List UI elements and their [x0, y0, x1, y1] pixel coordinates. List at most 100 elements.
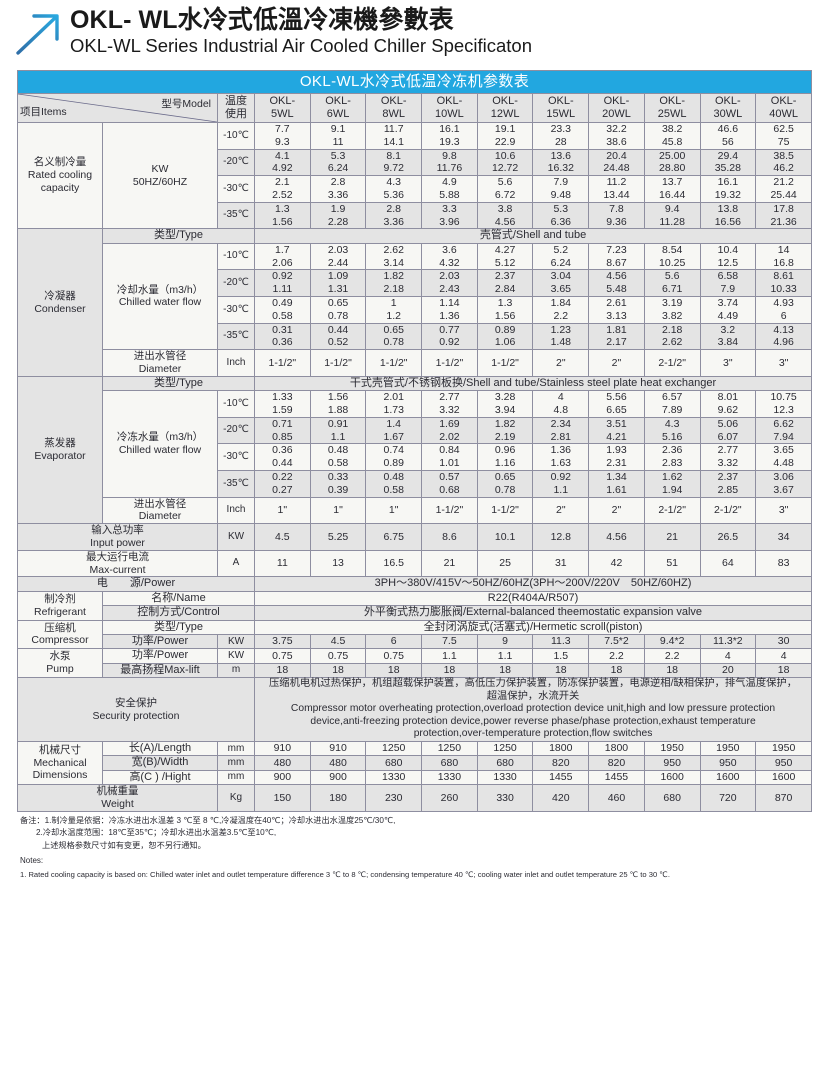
- security-protection-text: 压缩机电机过热保护，机组超载保护装置，高低压力保护装置，防冻保护装置，电源逆相/…: [253, 677, 813, 742]
- model-col-2: OKL- 8WL: [365, 93, 423, 123]
- evaporator-cell: 1.69 2.02: [421, 416, 478, 445]
- compressor-power-cell: 4.5: [309, 633, 367, 650]
- evaporator-cell: 2.01 1.73: [365, 390, 423, 418]
- evaporator-label: 蒸发器 Evaporator: [17, 375, 103, 525]
- condenser-type-row: 冷凝器 Condenser 类型/Type 壳管式/Shell and tube: [17, 228, 813, 377]
- dimension-cell: 1950: [643, 740, 701, 757]
- evaporator-cell: 0.57 0.68: [421, 469, 478, 498]
- input-power-cell: 10.1: [476, 523, 534, 551]
- dimension-cell: 820: [588, 755, 645, 771]
- weight-label: 机械重量 Weight: [17, 784, 218, 812]
- pump-power-cell: 0.75: [365, 648, 423, 664]
- pump-lift-cell: 18: [588, 662, 645, 679]
- evaporator-temp-3: -35℃: [217, 469, 255, 498]
- pump-power-cell: 0.75: [309, 648, 367, 664]
- compressor-power-cell: 7.5: [421, 633, 478, 650]
- rated-row--10: 名义制冷量 Rated cooling capacity KW 50HZ/60H…: [17, 121, 813, 230]
- page-title-en: OKL-WL Series Industrial Air Cooled Chil…: [70, 35, 533, 56]
- note-cn-3: 上述规格参数尺寸如有变更，恕不另行通知。: [42, 841, 206, 851]
- power-supply-label: 电 源/Power: [17, 576, 255, 592]
- input-power-cell: 8.6: [421, 523, 478, 551]
- rated-cell: 1.9 2.28: [309, 201, 367, 230]
- condenser-cell: 8.54 10.25: [643, 242, 701, 271]
- pump-power-label: 功率/Power: [102, 648, 218, 664]
- condenser-temp-1: -20℃: [217, 269, 255, 297]
- weight-cell: 150: [254, 784, 311, 812]
- dimension-cell: 1250: [476, 740, 534, 757]
- dimension-label-width: 宽(B)/Width: [102, 755, 218, 771]
- rated-cell: 10.6 12.72: [476, 148, 534, 177]
- rated-cell: 16.1 19.32: [699, 175, 757, 203]
- pump-lift-cell: 18: [755, 662, 813, 679]
- weight-unit: Kg: [217, 784, 255, 812]
- dimension-row-width: 宽(B)/Width mm 480 480 680 680 680 820 82…: [18, 755, 813, 771]
- condenser-diameter-cell: 1-1/2": [254, 349, 311, 377]
- evaporator-diameter-label: 进出水管径 Diameter: [102, 496, 218, 525]
- condenser-diameter-cell: 2": [588, 349, 645, 377]
- pump-lift-cell: 18: [365, 662, 423, 679]
- dimension-unit-height: mm: [217, 769, 255, 786]
- dimension-cell: 680: [365, 755, 423, 771]
- evaporator-cell: 4.3 5.16: [643, 416, 701, 445]
- evaporator-cell: 0.74 0.89: [365, 443, 423, 471]
- pump-label: 水泵 Pump: [17, 648, 103, 679]
- dimension-unit-length: mm: [217, 740, 255, 757]
- condenser-cell: 3.19 3.82: [643, 295, 701, 324]
- security-text-en-2: device,anti-freezing protection device,p…: [310, 715, 756, 727]
- condenser-cell: 7.23 8.67: [588, 242, 645, 271]
- max-current-cell: 51: [643, 549, 701, 578]
- max-current-cell: 31: [532, 549, 590, 578]
- condenser-cell: 3.04 3.65: [532, 269, 590, 297]
- rated-cell: 9.1 11: [309, 122, 367, 150]
- input-power-cell: 6.75: [365, 523, 423, 551]
- dimension-cell: 1800: [588, 740, 645, 757]
- condenser-cell: 4.93 6: [755, 295, 813, 324]
- rated-row--35: -35℃ 1.3 1.56 1.9 2.28 2.8 3.36 3.3 3.96 3.8…: [18, 201, 813, 230]
- evaporator-diameter-cell: 1": [309, 496, 367, 525]
- evaporator-cell: 2.36 2.83: [643, 443, 701, 471]
- condenser-cell: 4.56 5.48: [588, 269, 645, 297]
- condenser-cell: 0.44 0.52: [309, 322, 367, 351]
- evaporator-cell: 1.33 1.59: [254, 390, 311, 418]
- dimension-cell: 1455: [588, 769, 645, 786]
- evaporator-cell: 6.57 7.89: [643, 390, 701, 418]
- evaporator-cell: 1.82 2.19: [476, 416, 534, 445]
- rated-cell: 9.4 11.28: [643, 201, 701, 230]
- compressor-power-cell: 11.3: [532, 633, 590, 650]
- model-col-6: OKL- 20WL: [588, 93, 645, 123]
- evaporator-cell: 6.62 7.94: [755, 416, 813, 445]
- evaporator-cell: 1.4 1.67: [365, 416, 423, 445]
- dimension-cell: 1950: [755, 740, 813, 757]
- pump-power-cell: 1.1: [421, 648, 478, 664]
- compressor-label: 压缩机 Compressor: [17, 619, 103, 650]
- rated-temp-0: -10℃: [217, 122, 255, 150]
- dimension-cell: 900: [309, 769, 367, 786]
- dimension-unit-width: mm: [217, 755, 255, 771]
- dimension-cell: 1455: [532, 769, 590, 786]
- evaporator-temp-2: -30℃: [217, 443, 255, 471]
- input-power-cell: 12.8: [532, 523, 590, 551]
- condenser-temp-2: -30℃: [217, 295, 255, 324]
- max-current-cell: 11: [254, 549, 311, 578]
- evaporator-diameter-cell: 2-1/2": [699, 496, 757, 525]
- rated-temp-1: -20℃: [217, 148, 255, 177]
- evaporator-diameter-cell: 1-1/2": [476, 496, 534, 525]
- rated-cell: 2.8 3.36: [365, 201, 423, 230]
- model-col-1: OKL- 6WL: [309, 93, 367, 123]
- dimension-cell: 1250: [365, 740, 423, 757]
- model-col-4: OKL- 12WL: [476, 93, 534, 123]
- evaporator-row--30: -30℃ 0.36 0.44 0.48 0.58 0.74 0.89 0.84 1.01…: [18, 443, 813, 471]
- evaporator-diameter-cell: 2": [588, 496, 645, 525]
- condenser-diameter-cell: 3": [699, 349, 757, 377]
- dimension-cell: 1330: [365, 769, 423, 786]
- rated-temp-2: -30℃: [217, 175, 255, 203]
- pump-power-row: 水泵 Pump 功率/Power KW 0.75 0.75 0.75 1.1 1.…: [17, 648, 813, 679]
- evaporator-cell: 2.77 3.32: [421, 390, 478, 418]
- security-protection-row: 安全保护 Security protection 压缩机电机过热保护，机组超载保护…: [17, 677, 813, 742]
- evaporator-cell: 0.84 1.01: [421, 443, 478, 471]
- pump-power-cell: 1.5: [532, 648, 590, 664]
- compressor-power-unit: KW: [217, 633, 255, 650]
- pump-lift-cell: 20: [699, 662, 757, 679]
- input-power-cell: 5.25: [309, 523, 367, 551]
- pump-power-cell: 2.2: [643, 648, 701, 664]
